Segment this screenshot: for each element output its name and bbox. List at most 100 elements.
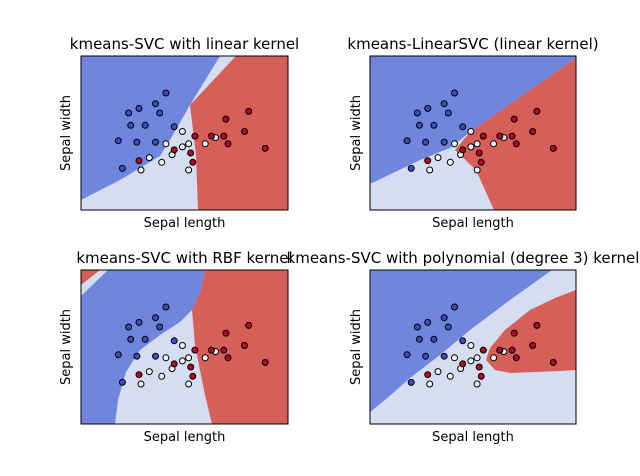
scatter-point-light	[473, 380, 481, 388]
y-axis-label: Sepal width	[59, 309, 74, 385]
scatter-point-light	[446, 372, 454, 380]
scatter-point-red	[477, 372, 485, 380]
scatter-point-blue	[440, 100, 448, 108]
scatter-point-red	[549, 144, 557, 152]
scatter-point-light	[467, 143, 475, 151]
scatter-point-red	[529, 342, 537, 349]
scatter-point-light	[185, 354, 193, 362]
scatter-point-red	[512, 140, 520, 148]
subplot-title: kmeans-SVC with RBF kernel	[76, 249, 292, 267]
scatter-point-blue	[127, 335, 135, 343]
scatter-point-red	[222, 115, 230, 123]
scatter-point-red	[261, 144, 269, 152]
scatter-point-red	[479, 346, 487, 354]
scatter-point-red	[170, 360, 178, 368]
scatter-point-red	[170, 146, 178, 154]
scatter-point-blue	[403, 351, 411, 359]
scatter-point-red	[475, 363, 483, 371]
scatter-point-blue	[152, 100, 159, 108]
scatter-point-red	[459, 146, 467, 154]
scatter-point-blue	[422, 138, 430, 146]
subplot-title: kmeans-SVC with linear kernel	[70, 35, 299, 53]
scatter-point-light	[490, 140, 498, 148]
scatter-point-light	[473, 166, 481, 174]
scatter-point-red	[477, 158, 485, 166]
scatter-point-light	[467, 128, 475, 135]
scatter-point-light	[137, 166, 145, 174]
scatter-point-red	[475, 149, 483, 157]
scatter-point-light	[426, 380, 434, 388]
subplot-title: kmeans-SVC with polynomial (degree 3) ke…	[287, 249, 640, 267]
scatter-point-red	[508, 346, 516, 354]
scatter-point-light	[446, 158, 454, 166]
scatter-point-blue	[403, 137, 411, 145]
scatter-point-red	[189, 372, 197, 380]
scatter-point-blue	[114, 137, 122, 145]
axes-frame	[80, 269, 289, 425]
scatter-point-light	[473, 140, 481, 148]
scatter-point-red	[245, 107, 253, 115]
scatter-point-red	[135, 371, 143, 379]
scatter-point-light	[145, 368, 153, 376]
region-red-corner	[81, 270, 100, 285]
scatter-point-red	[191, 346, 199, 354]
scatter-point-red	[207, 132, 215, 140]
scatter-point-light	[158, 158, 166, 166]
subplot-linearsvc: kmeans-LinearSVC (linear kernel) Sepal l…	[347, 35, 598, 231]
scatter-point-light	[201, 354, 209, 362]
subplot-polynomial-kernel: kmeans-SVC with polynomial (degree 3) ke…	[287, 249, 640, 445]
scatter-point-light	[467, 342, 475, 349]
points-group	[403, 303, 557, 388]
scatter-point-blue	[133, 138, 141, 146]
scatter-point-light	[178, 357, 186, 365]
scatter-point-light	[426, 166, 434, 174]
scatter-point-blue	[440, 352, 448, 360]
x-axis-label: Sepal length	[432, 216, 514, 231]
scatter-point-light	[137, 380, 145, 388]
scatter-point-red	[479, 132, 487, 140]
scatter-point-red	[459, 360, 467, 368]
scatter-point-blue	[118, 164, 126, 172]
scatter-point-blue	[114, 351, 122, 359]
scatter-point-red	[189, 158, 197, 166]
scatter-point-blue	[118, 378, 126, 386]
region-blue	[81, 270, 205, 424]
scatter-point-red	[510, 115, 518, 123]
scatter-point-light	[178, 342, 186, 349]
scatter-point-blue	[156, 109, 164, 117]
scatter-point-blue	[135, 104, 143, 112]
scatter-point-blue	[459, 123, 467, 131]
scatter-point-red	[533, 321, 541, 329]
subplot-rbf-kernel: kmeans-SVC with RBF kernel Sepal length …	[59, 249, 293, 445]
y-axis-label: Sepal width	[349, 95, 364, 171]
scatter-point-blue	[125, 323, 133, 331]
scatter-point-blue	[152, 314, 159, 322]
scatter-point-red	[496, 132, 504, 140]
scatter-point-blue	[152, 138, 159, 146]
x-axis-label: Sepal length	[144, 430, 226, 445]
scatter-point-red	[241, 128, 248, 135]
region-red	[192, 270, 288, 424]
scatter-point-red	[224, 140, 232, 148]
scatter-point-blue	[125, 109, 133, 117]
scatter-point-red	[187, 149, 195, 157]
scatter-point-red	[187, 363, 195, 371]
scatter-point-blue	[451, 303, 458, 311]
scatter-point-blue	[127, 121, 135, 129]
scatter-point-light	[434, 368, 442, 376]
scatter-point-blue	[162, 89, 170, 97]
scatter-point-red	[241, 342, 248, 349]
scatter-point-red	[533, 107, 541, 115]
scatter-point-blue	[135, 318, 143, 326]
region-blue	[370, 56, 576, 184]
points-group	[114, 89, 269, 174]
scatter-point-red	[549, 358, 557, 366]
scatter-point-light	[467, 357, 475, 365]
scatter-point-red	[261, 358, 269, 366]
axes-frame	[369, 55, 577, 211]
scatter-point-red	[510, 329, 518, 337]
region-red	[190, 56, 288, 210]
scatter-point-blue	[424, 104, 432, 112]
scatter-point-blue	[407, 164, 415, 172]
